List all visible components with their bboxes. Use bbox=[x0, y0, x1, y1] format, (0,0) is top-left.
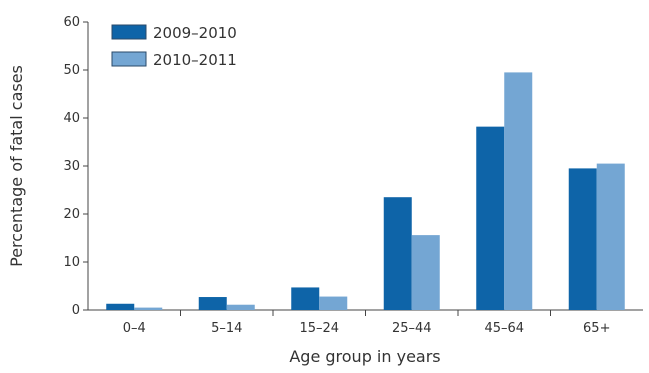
bar-2010-2011-0-4 bbox=[134, 307, 163, 310]
y-tick-label: 40 bbox=[63, 111, 80, 126]
y-tick-label: 10 bbox=[63, 255, 80, 270]
bar-2009-2010-25-44 bbox=[383, 197, 412, 310]
bar-2009-2010-5-14 bbox=[198, 297, 227, 310]
x-tick-label: 15–24 bbox=[299, 321, 339, 336]
y-tick-label: 50 bbox=[63, 63, 80, 78]
legend-item-2009-2010: 2009–2010 bbox=[111, 24, 237, 42]
bar-2009-2010-45-64 bbox=[476, 126, 505, 310]
x-tick-label: 45–64 bbox=[484, 321, 524, 336]
x-tick-label: 65+ bbox=[583, 321, 610, 336]
y-axis-label: Percentage of fatal cases bbox=[7, 65, 26, 267]
bar-2010-2011-15-24 bbox=[319, 296, 348, 310]
bars bbox=[106, 72, 625, 311]
legend: 2009–2010 2010–2011 bbox=[111, 24, 237, 69]
y-tick-label: 0 bbox=[72, 303, 80, 318]
legend-item-2010-2011: 2010–2011 bbox=[111, 51, 237, 69]
bar-2009-2010-15-24 bbox=[291, 287, 320, 310]
legend-swatch-2009-2010 bbox=[111, 24, 147, 40]
x-axis-label: Age group in years bbox=[289, 347, 440, 366]
y-tick-label: 60 bbox=[63, 15, 80, 30]
legend-swatch-2010-2011 bbox=[111, 51, 147, 67]
x-tick-label: 25–44 bbox=[392, 321, 432, 336]
x-tick-label: 5–14 bbox=[211, 321, 242, 336]
y-tick-label: 20 bbox=[63, 207, 80, 222]
bar-2010-2011-25-44 bbox=[411, 235, 440, 310]
bar-2010-2011-5-14 bbox=[226, 304, 255, 310]
bar-2009-2010-65 bbox=[568, 168, 597, 310]
y-ticks: 0 10 20 30 40 50 60 bbox=[63, 15, 88, 318]
bar-2009-2010-0-4 bbox=[106, 303, 135, 310]
x-tick-label: 0–4 bbox=[123, 321, 146, 336]
y-tick-label: 30 bbox=[63, 159, 80, 174]
x-ticks: 0–4 5–14 15–24 25–44 45–64 65+ bbox=[123, 310, 610, 336]
legend-label-2010-2011: 2010–2011 bbox=[153, 51, 237, 69]
bar-2010-2011-45-64 bbox=[504, 72, 533, 311]
legend-label-2009-2010: 2009–2010 bbox=[153, 24, 237, 42]
bar-2010-2011-65 bbox=[596, 163, 625, 310]
